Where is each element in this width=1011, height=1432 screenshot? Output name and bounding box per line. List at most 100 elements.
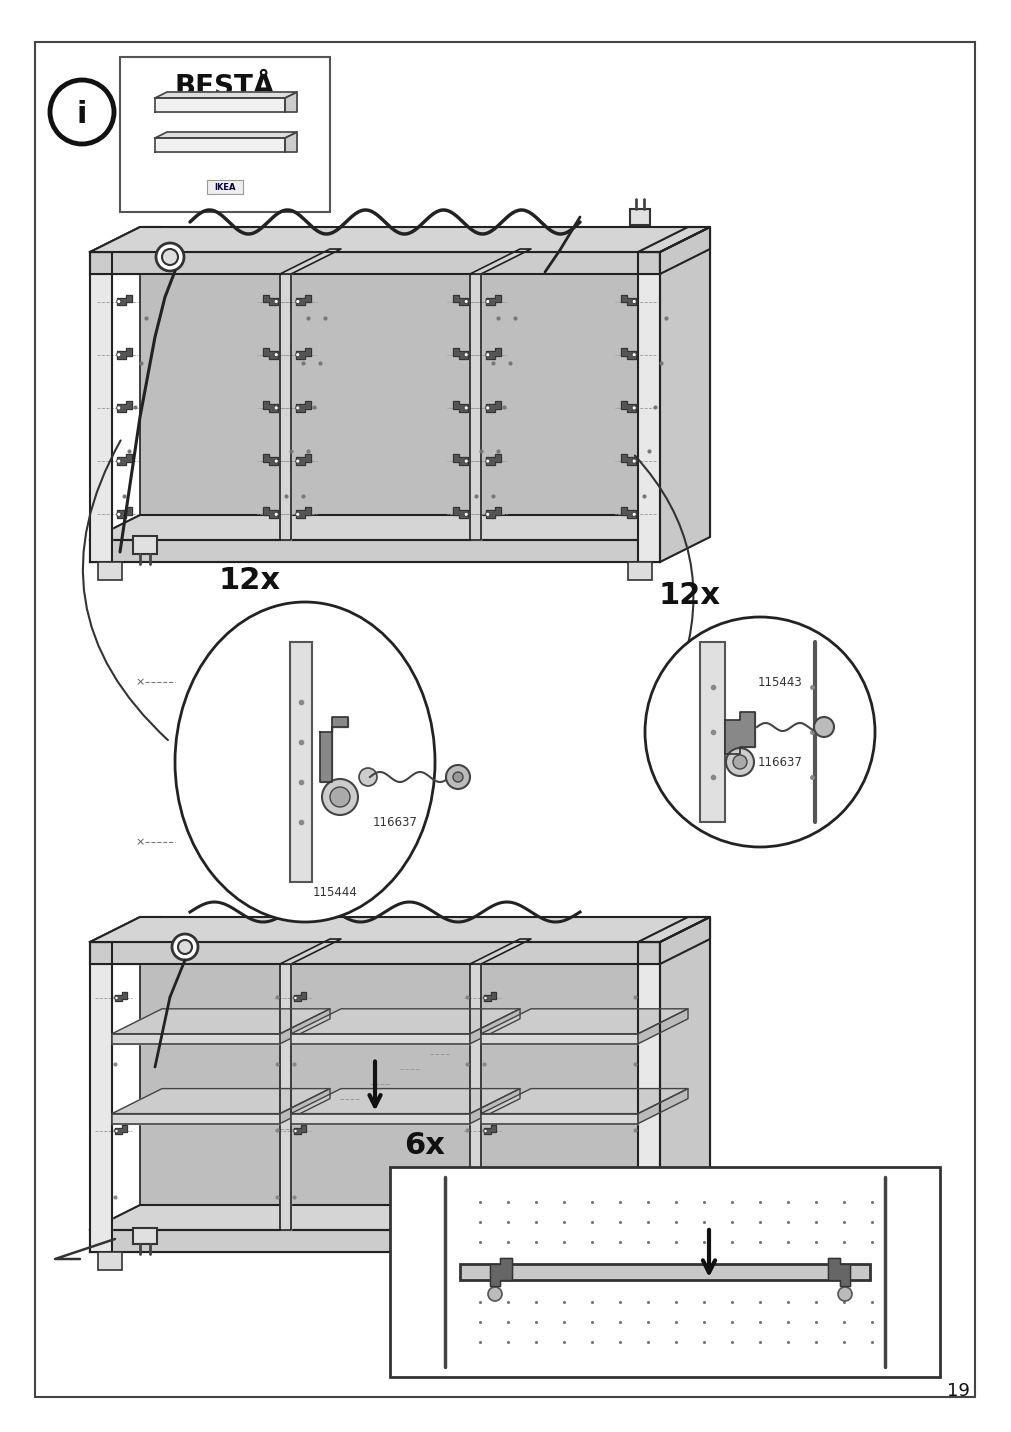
Circle shape (464, 460, 468, 463)
Polygon shape (280, 1088, 330, 1124)
Circle shape (725, 748, 753, 776)
Circle shape (464, 513, 468, 517)
Bar (628, 561, 651, 580)
Circle shape (116, 299, 120, 304)
Circle shape (330, 788, 350, 808)
Circle shape (632, 352, 636, 357)
Circle shape (464, 352, 468, 357)
Circle shape (644, 617, 875, 846)
Polygon shape (291, 1114, 469, 1124)
Bar (290, 642, 311, 882)
Polygon shape (453, 454, 467, 465)
Circle shape (178, 939, 192, 954)
Circle shape (483, 1130, 486, 1133)
Polygon shape (90, 916, 162, 942)
Circle shape (274, 352, 278, 357)
Polygon shape (637, 1008, 687, 1044)
Circle shape (446, 765, 469, 789)
Polygon shape (469, 274, 480, 540)
Polygon shape (621, 295, 635, 305)
Text: 12x: 12x (218, 566, 281, 594)
Polygon shape (140, 228, 710, 537)
Text: 12x: 12x (658, 580, 720, 610)
Circle shape (321, 779, 358, 815)
Bar (628, 1252, 651, 1270)
Bar (630, 209, 649, 225)
Polygon shape (489, 1257, 512, 1286)
Circle shape (453, 772, 463, 782)
Polygon shape (659, 228, 710, 274)
Bar (132, 1229, 157, 1244)
Circle shape (295, 299, 299, 304)
Circle shape (483, 997, 486, 1000)
Text: ×: × (135, 677, 145, 687)
Circle shape (487, 1287, 501, 1302)
Circle shape (274, 299, 278, 304)
Polygon shape (483, 992, 496, 1001)
Polygon shape (90, 228, 710, 252)
Polygon shape (319, 717, 348, 782)
Polygon shape (485, 295, 500, 305)
Text: BESTÅ: BESTÅ (175, 73, 275, 102)
Polygon shape (117, 348, 131, 358)
Circle shape (813, 717, 833, 737)
Polygon shape (469, 249, 531, 274)
Polygon shape (280, 964, 291, 1230)
Polygon shape (453, 295, 467, 305)
Polygon shape (294, 1126, 306, 1134)
Circle shape (274, 513, 278, 517)
Bar (460, 1264, 869, 1280)
Polygon shape (480, 1008, 687, 1034)
Polygon shape (280, 274, 291, 540)
Polygon shape (294, 992, 306, 1001)
Circle shape (632, 299, 636, 304)
Polygon shape (155, 132, 296, 137)
Polygon shape (621, 401, 635, 412)
Circle shape (162, 249, 178, 265)
Polygon shape (90, 252, 112, 561)
Polygon shape (469, 939, 531, 964)
Polygon shape (155, 137, 285, 152)
Circle shape (116, 352, 120, 357)
Polygon shape (724, 712, 754, 755)
Circle shape (485, 352, 489, 357)
Polygon shape (280, 1008, 330, 1044)
Polygon shape (485, 401, 500, 412)
Polygon shape (90, 942, 112, 1252)
Polygon shape (115, 992, 127, 1001)
Circle shape (359, 768, 377, 786)
Circle shape (114, 1130, 118, 1133)
Polygon shape (155, 97, 285, 112)
Polygon shape (112, 1034, 280, 1044)
Text: i: i (77, 99, 87, 129)
Polygon shape (90, 540, 659, 561)
Polygon shape (469, 1008, 520, 1044)
Polygon shape (453, 507, 467, 518)
Polygon shape (621, 454, 635, 465)
Polygon shape (117, 295, 131, 305)
Polygon shape (637, 916, 710, 942)
Circle shape (464, 299, 468, 304)
Circle shape (172, 934, 198, 959)
Circle shape (295, 513, 299, 517)
Polygon shape (90, 942, 659, 964)
Bar (700, 642, 724, 822)
Polygon shape (155, 92, 296, 97)
Circle shape (632, 405, 636, 410)
Polygon shape (295, 507, 310, 518)
Circle shape (274, 405, 278, 410)
Polygon shape (263, 507, 278, 518)
Polygon shape (659, 228, 710, 561)
Polygon shape (637, 1088, 687, 1124)
Text: 115443: 115443 (757, 676, 802, 689)
Text: IKEA: IKEA (214, 182, 236, 192)
Polygon shape (453, 348, 467, 358)
Polygon shape (90, 1230, 659, 1252)
Text: 116637: 116637 (372, 815, 417, 829)
Text: 6x: 6x (404, 1130, 445, 1160)
Polygon shape (295, 454, 310, 465)
Polygon shape (263, 348, 278, 358)
Polygon shape (291, 1088, 520, 1114)
Bar (98, 561, 122, 580)
Polygon shape (90, 516, 710, 540)
